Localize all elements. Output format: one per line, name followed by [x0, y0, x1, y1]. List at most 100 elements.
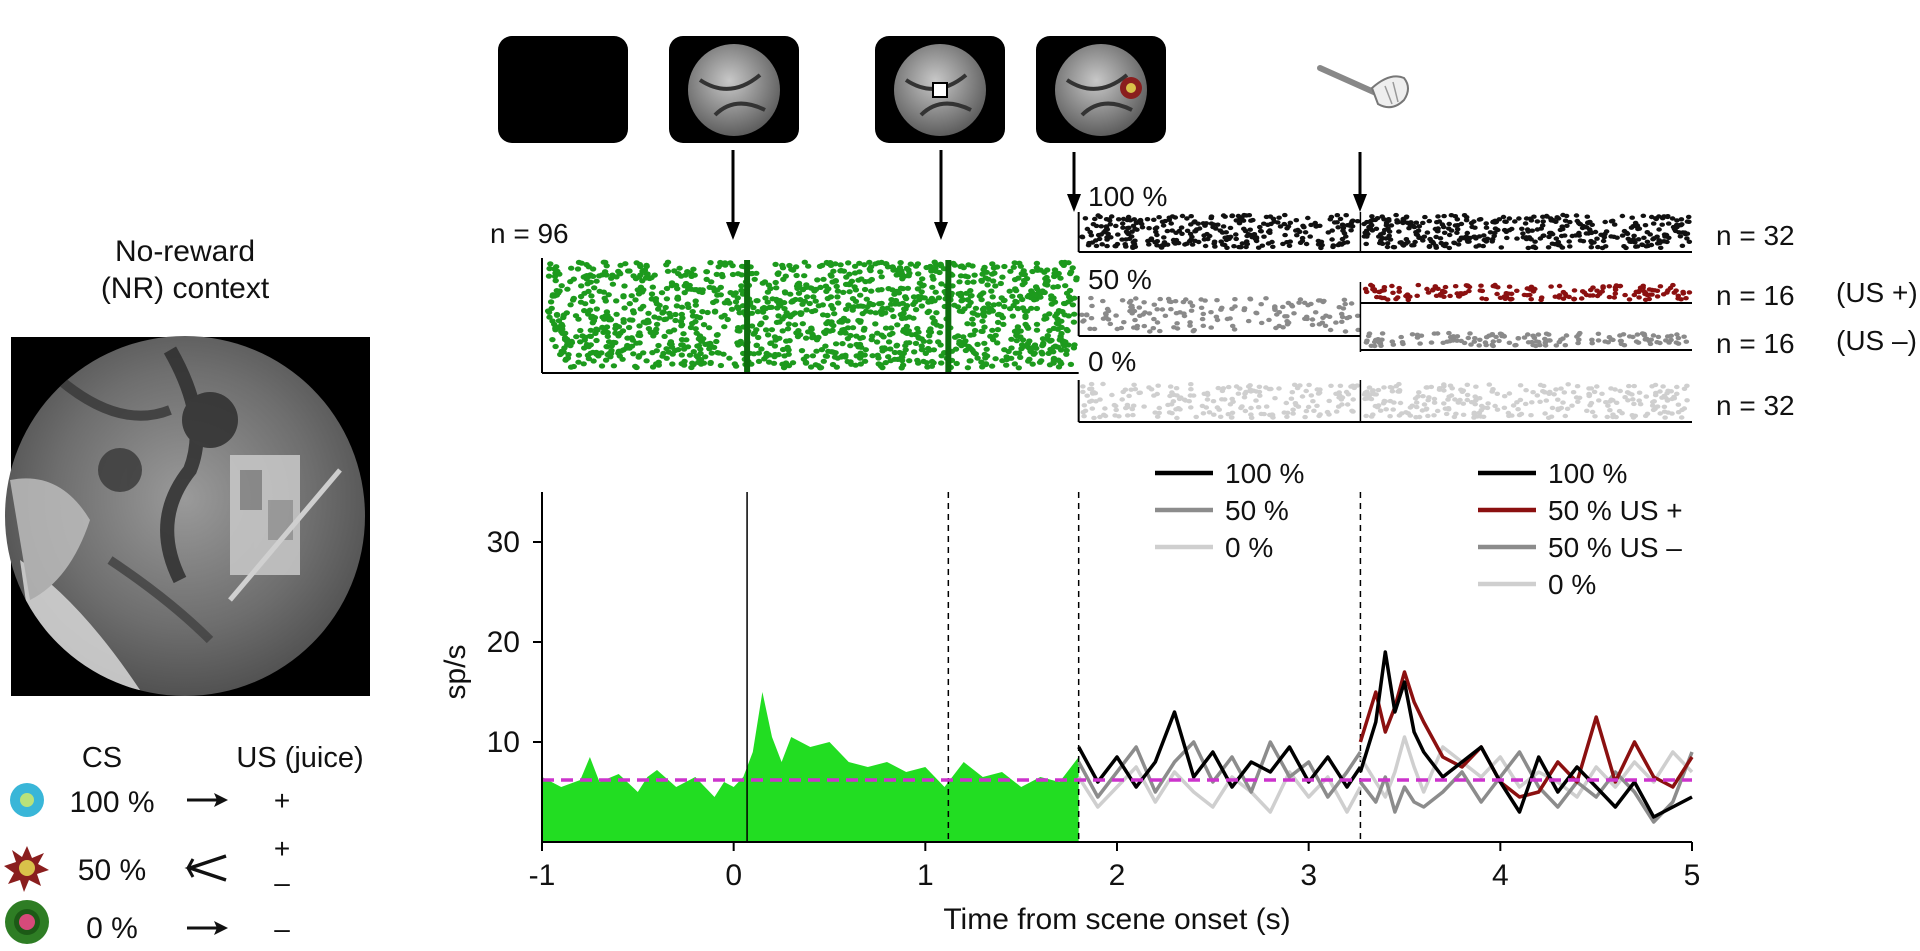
- spike: [1522, 221, 1529, 226]
- spike: [861, 352, 868, 358]
- spike: [1335, 404, 1342, 409]
- spike: [1282, 212, 1288, 218]
- spike: [781, 353, 788, 359]
- spike: [1167, 384, 1174, 389]
- y-tick-label: 10: [487, 726, 520, 759]
- spike: [894, 356, 901, 362]
- spike: [1225, 412, 1232, 417]
- spike: [1100, 298, 1106, 304]
- spike: [962, 347, 970, 354]
- spike: [604, 312, 611, 318]
- spike: [1364, 389, 1370, 394]
- spike: [1280, 325, 1286, 330]
- spike: [588, 293, 595, 299]
- spike: [1201, 237, 1208, 242]
- split-arrow-icon: [184, 854, 227, 882]
- raster-0-us: [1361, 381, 1690, 420]
- spike: [1199, 316, 1206, 322]
- spike: [1189, 242, 1196, 247]
- spike: [1608, 219, 1615, 224]
- spike: [680, 361, 687, 367]
- spike: [884, 264, 892, 270]
- spike: [779, 346, 787, 353]
- spike: [602, 357, 610, 363]
- spike: [765, 359, 773, 365]
- spike: [785, 321, 792, 327]
- spike: [1265, 241, 1272, 246]
- spike: [1454, 227, 1461, 232]
- spike: [1483, 296, 1489, 302]
- spike: [1435, 214, 1441, 219]
- spike: [810, 294, 817, 300]
- spike: [630, 310, 637, 316]
- spike: [1393, 212, 1399, 218]
- spike: [858, 276, 865, 282]
- spike: [1144, 217, 1151, 222]
- spike: [1277, 224, 1284, 229]
- spike: [983, 346, 990, 352]
- spike: [1355, 327, 1361, 333]
- spike: [1215, 222, 1221, 227]
- spike: [1328, 383, 1334, 388]
- spike: [1245, 232, 1252, 237]
- spike: [630, 273, 637, 279]
- spike: [1089, 303, 1095, 309]
- spike: [1263, 296, 1269, 301]
- spike: [903, 323, 911, 329]
- spike: [1208, 325, 1214, 330]
- spike: [1428, 384, 1435, 390]
- spike: [1284, 410, 1291, 415]
- spike: [1021, 308, 1028, 314]
- spike: [1528, 284, 1535, 289]
- spike: [558, 350, 565, 356]
- spike: [1170, 399, 1177, 404]
- spike: [1518, 411, 1525, 417]
- spike: [1261, 411, 1267, 417]
- spike: [1339, 319, 1345, 324]
- spike: [1168, 307, 1174, 312]
- spike: [1528, 297, 1534, 302]
- spike: [664, 268, 672, 274]
- spike: [1092, 216, 1098, 222]
- spike: [1043, 279, 1050, 285]
- spike: [1560, 212, 1566, 218]
- spike: [553, 311, 561, 318]
- spike: [1671, 290, 1678, 295]
- spike: [1389, 283, 1395, 289]
- spike: [1017, 354, 1024, 360]
- spike: [982, 275, 989, 281]
- spike: [703, 269, 710, 275]
- spike: [1636, 398, 1642, 403]
- spike: [863, 296, 870, 302]
- spike: [1013, 332, 1020, 339]
- spike: [780, 365, 788, 371]
- spike: [1555, 397, 1561, 402]
- spike: [897, 260, 904, 266]
- spike: [1640, 285, 1646, 290]
- spike: [919, 276, 926, 282]
- spike: [1368, 343, 1375, 348]
- spike: [667, 339, 675, 345]
- raster-n-50-minus: n = 16: [1716, 328, 1795, 359]
- spike: [632, 297, 639, 303]
- spike: [1483, 335, 1490, 340]
- spike: [1169, 390, 1175, 395]
- spike: [1634, 244, 1641, 249]
- spike: [795, 290, 803, 296]
- spike: [1517, 383, 1524, 388]
- spike: [915, 360, 922, 366]
- spike: [1560, 289, 1567, 295]
- spike: [938, 281, 945, 287]
- spike: [958, 343, 965, 349]
- spike: [750, 351, 758, 357]
- spike: [1594, 288, 1600, 293]
- spike: [981, 340, 988, 346]
- spike: [869, 353, 876, 359]
- spike: [1581, 224, 1588, 230]
- spike: [1592, 229, 1599, 235]
- spike: [721, 300, 729, 306]
- spike: [1684, 236, 1690, 241]
- spike: [568, 265, 575, 271]
- spike: [1024, 325, 1032, 331]
- spike: [832, 261, 839, 267]
